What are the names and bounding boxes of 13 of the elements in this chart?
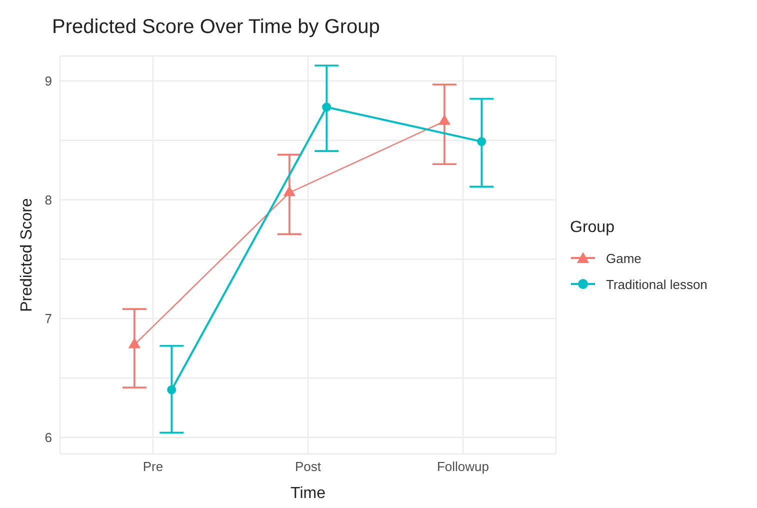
y-axis-title: Predicted Score <box>18 198 36 312</box>
y-tick-label: 6 <box>44 430 52 445</box>
chart-title: Predicted Score Over Time by Group <box>52 16 380 39</box>
x-axis-title: Time <box>290 485 326 502</box>
y-tick-label: 9 <box>44 74 52 89</box>
y-tick-label: 8 <box>44 192 52 208</box>
x-tick-label: Pre <box>142 459 164 474</box>
x-tick-label: Post <box>294 459 322 474</box>
legend-title: Group <box>570 219 616 237</box>
legend-label: Traditional lesson <box>606 276 708 292</box>
x-tick-label: Followup <box>436 459 490 474</box>
y-tick-label: 7 <box>44 311 52 326</box>
legend-label: Game <box>606 250 642 266</box>
